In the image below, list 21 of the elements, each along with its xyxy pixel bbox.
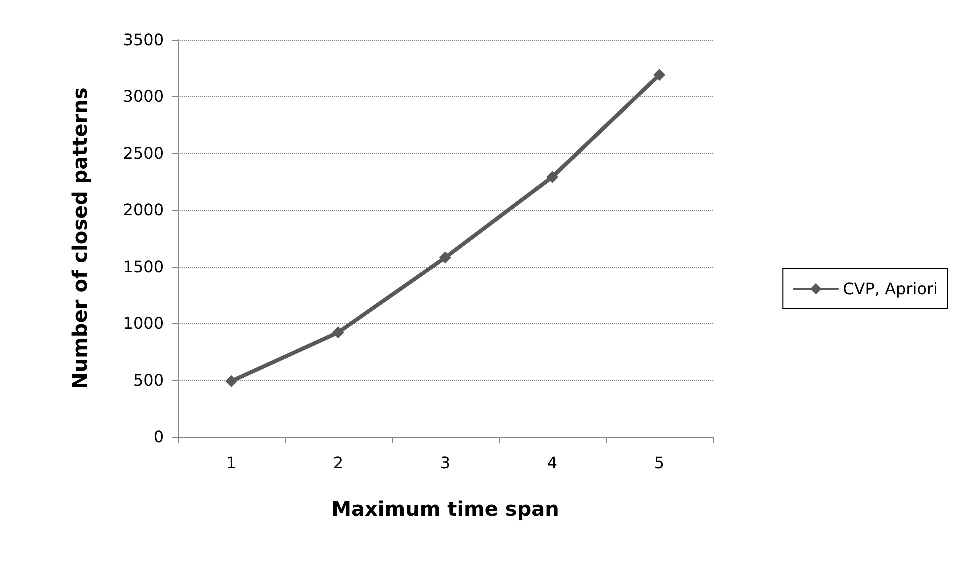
point	[226, 375, 238, 388]
y-tick-label: 1000	[123, 314, 164, 334]
y-tick-label: 2500	[123, 144, 164, 163]
y-tick-label: 500	[133, 370, 164, 390]
x-tick-label: 1	[226, 454, 237, 472]
point	[332, 326, 344, 339]
x-tick-label: 3	[440, 454, 451, 472]
y-tick-label: 1500	[123, 257, 164, 276]
legend-label: CVP, Apriori	[843, 280, 938, 298]
y-tick-label: 3500	[123, 30, 164, 50]
point	[440, 252, 452, 264]
x-axis-title: Maximum time span	[332, 497, 560, 521]
point	[654, 69, 666, 82]
x-tick-label: 2	[333, 454, 344, 472]
point	[546, 171, 558, 184]
y-axis-title: Number of closed patterns	[68, 88, 92, 390]
x-tick-label: 4	[547, 454, 558, 472]
y-tick-label: 3000	[123, 87, 164, 106]
y-tick-label: 2000	[123, 200, 164, 220]
y-tick-label: 0	[154, 428, 164, 446]
x-tick-label: 5	[654, 454, 665, 472]
